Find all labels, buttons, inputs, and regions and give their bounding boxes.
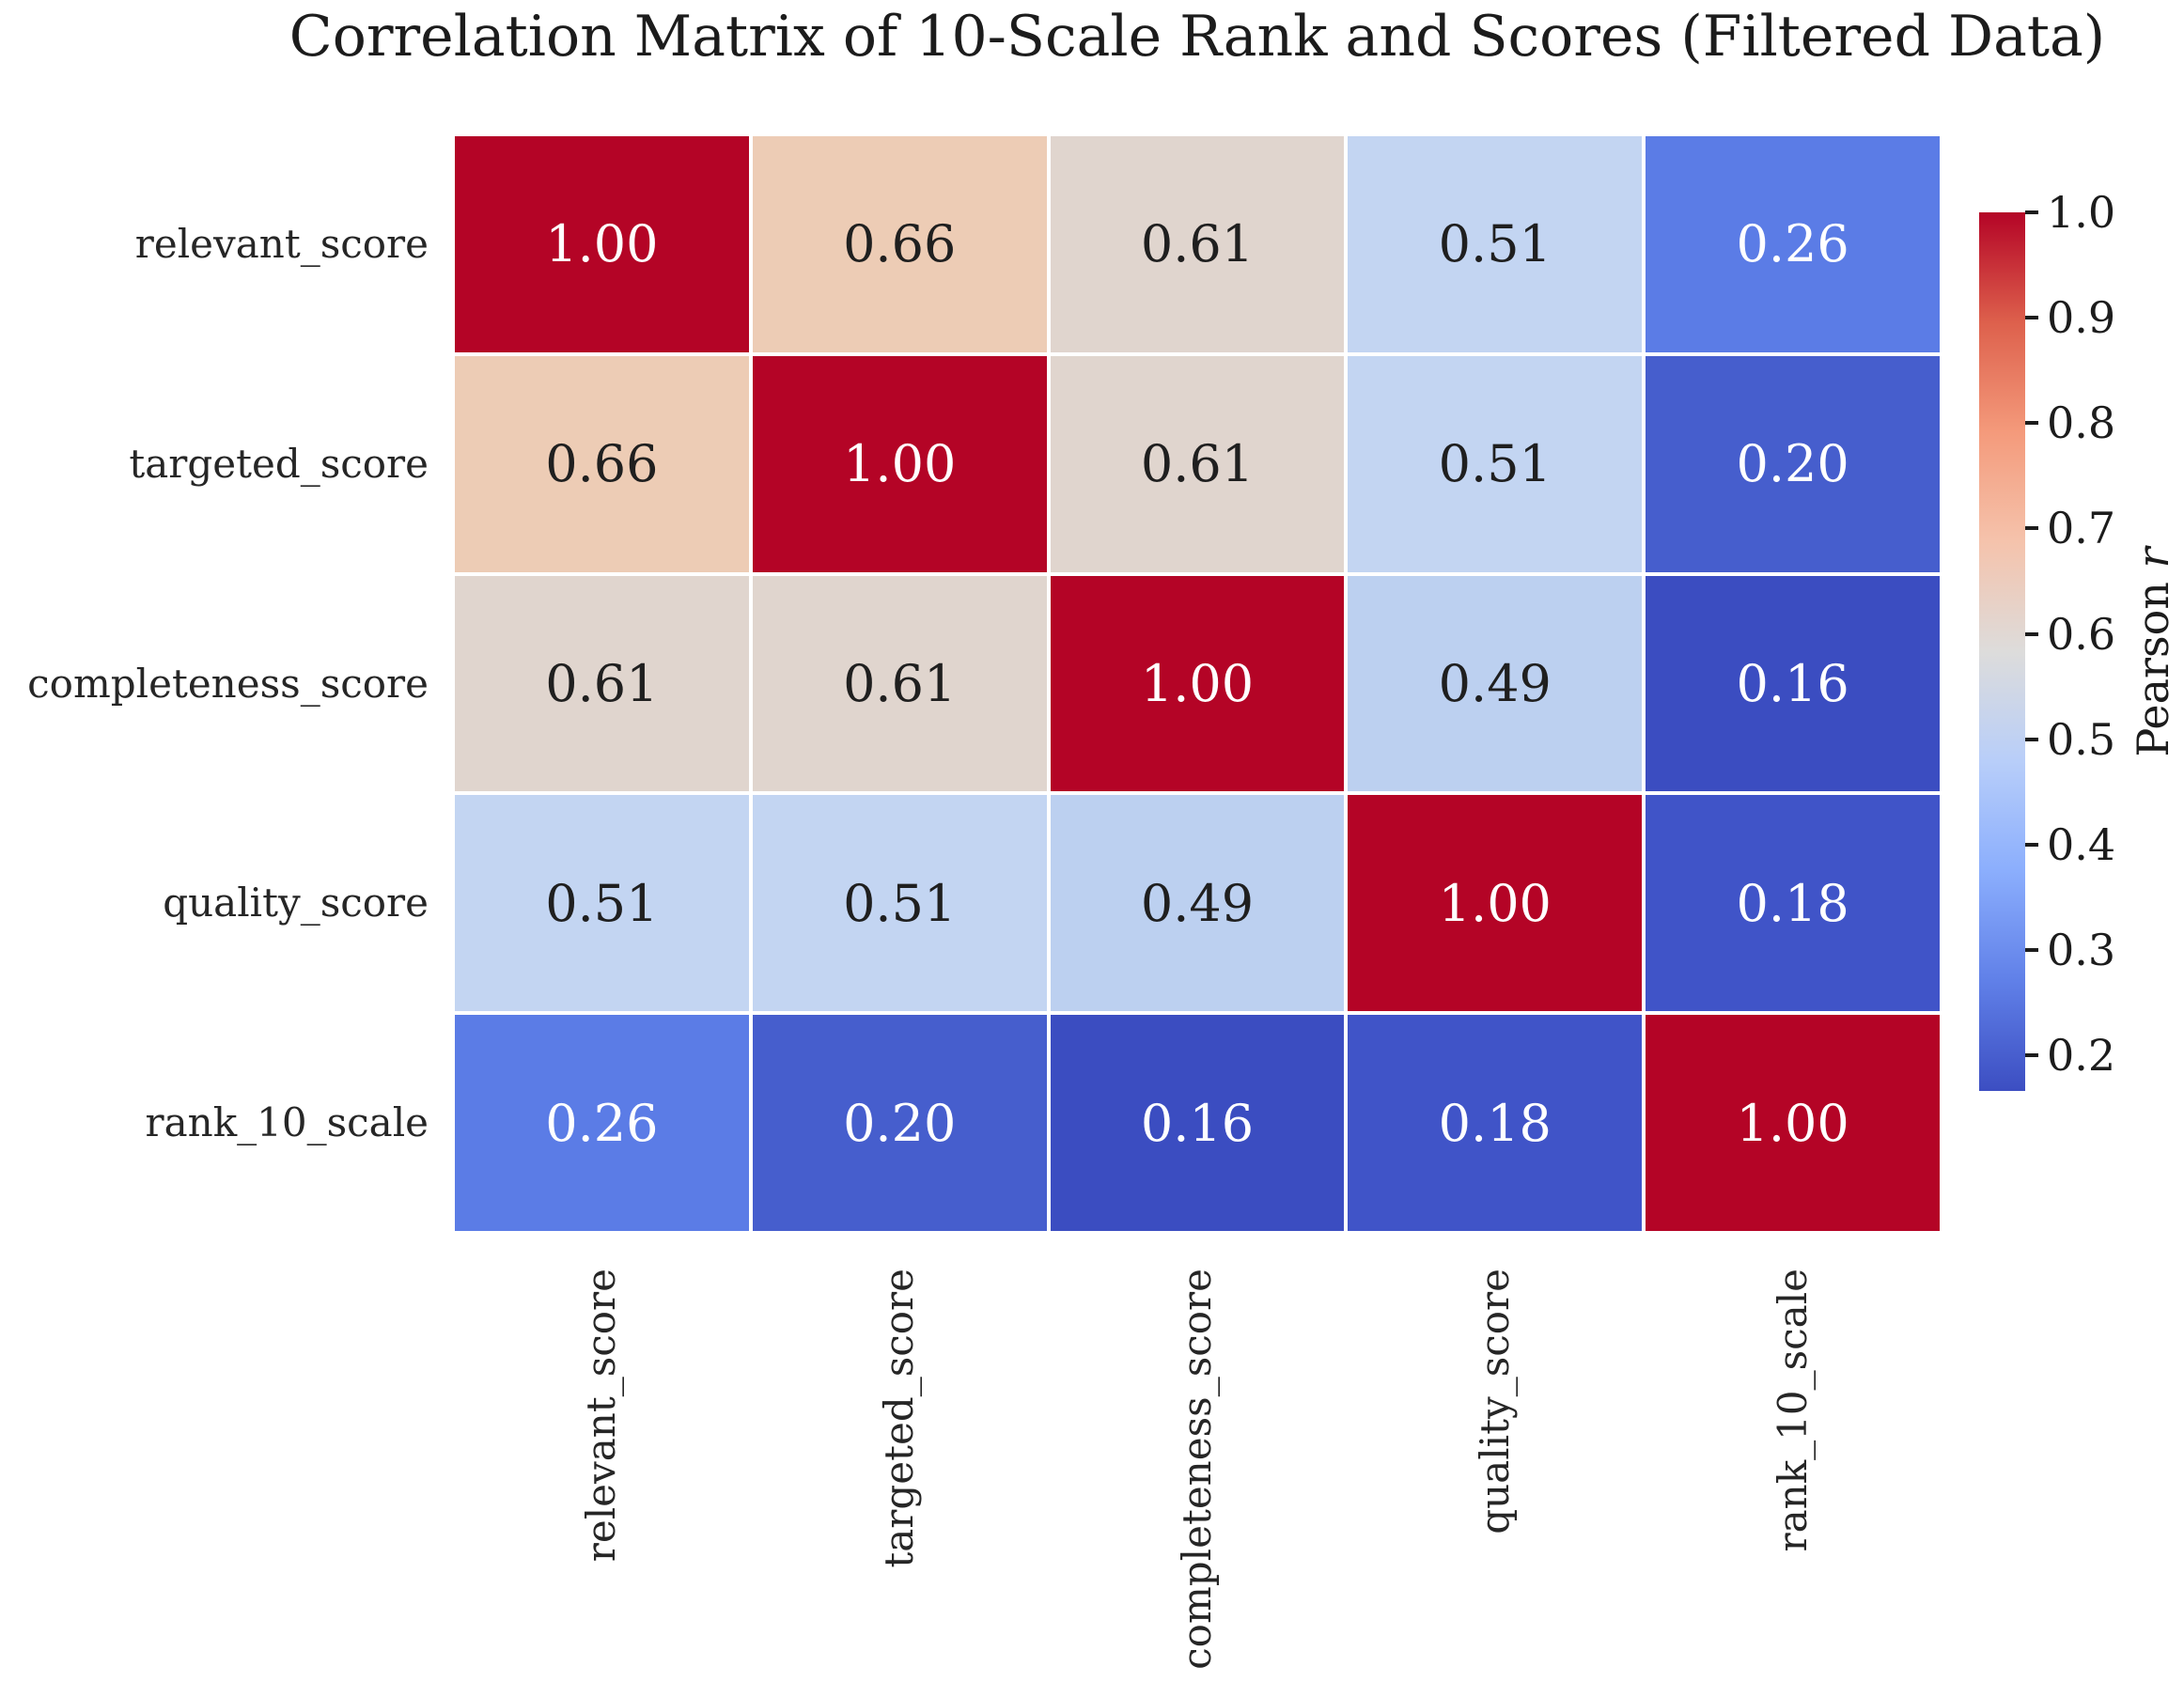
colorbar-tick-label-1.0: 1.0 bbox=[2047, 187, 2116, 238]
heatmap-cell-rank_10_scale-completeness_score: 0.16 bbox=[1050, 1015, 1345, 1231]
colorbar-label-text: Pearson bbox=[2128, 568, 2178, 757]
x-tick-label-quality_score: quality_score bbox=[1471, 1269, 1518, 1534]
colorbar-tick-mark-0.4 bbox=[2025, 842, 2038, 847]
y-tick-label-rank_10_scale: rank_10_scale bbox=[145, 1099, 429, 1146]
colorbar-gradient bbox=[1979, 212, 2025, 1091]
heatmap-cell-quality_score-quality_score: 1.00 bbox=[1348, 795, 1643, 1012]
colorbar-tick-label-0.5: 0.5 bbox=[2047, 713, 2116, 765]
heatmap-cell-rank_10_scale-rank_10_scale: 1.00 bbox=[1646, 1015, 1940, 1231]
colorbar-tick-mark-1.0 bbox=[2025, 210, 2038, 214]
heatmap-cell-completeness_score-targeted_score: 0.61 bbox=[752, 575, 1047, 792]
y-tick-label-completeness_score: completeness_score bbox=[27, 660, 429, 707]
heatmap-cell-completeness_score-quality_score: 0.49 bbox=[1348, 575, 1643, 792]
heatmap-cell-quality_score-completeness_score: 0.49 bbox=[1050, 795, 1345, 1012]
colorbar-tick-label-0.7: 0.7 bbox=[2047, 503, 2116, 554]
heatmap-cell-completeness_score-completeness_score: 1.00 bbox=[1050, 575, 1345, 792]
heatmap-cell-relevant_score-quality_score: 0.51 bbox=[1348, 136, 1643, 352]
heatmap-cell-completeness_score-rank_10_scale: 0.16 bbox=[1646, 575, 1940, 792]
heatmap-cell-rank_10_scale-quality_score: 0.18 bbox=[1348, 1015, 1643, 1231]
x-tick-label-relevant_score: relevant_score bbox=[578, 1269, 625, 1563]
colorbar-tick-label-0.8: 0.8 bbox=[2047, 397, 2116, 449]
heatmap-cell-targeted_score-completeness_score: 0.61 bbox=[1050, 355, 1345, 572]
x-tick-label-completeness_score: completeness_score bbox=[1174, 1269, 1220, 1670]
colorbar-tick-label-0.6: 0.6 bbox=[2047, 608, 2116, 660]
colorbar-label-italic-r: r bbox=[2128, 547, 2178, 568]
heatmap-cell-rank_10_scale-relevant_score: 0.26 bbox=[455, 1015, 749, 1231]
colorbar-tick-label-0.9: 0.9 bbox=[2047, 292, 2116, 344]
heatmap-cell-quality_score-rank_10_scale: 0.18 bbox=[1646, 795, 1940, 1012]
colorbar-label: Pearson r bbox=[2128, 547, 2178, 757]
colorbar-tick-mark-0.6 bbox=[2025, 631, 2038, 636]
heatmap-cell-targeted_score-targeted_score: 1.00 bbox=[752, 355, 1047, 572]
heatmap-cell-rank_10_scale-targeted_score: 0.20 bbox=[752, 1015, 1047, 1231]
heatmap-cell-targeted_score-rank_10_scale: 0.20 bbox=[1646, 355, 1940, 572]
y-tick-label-relevant_score: relevant_score bbox=[134, 220, 429, 267]
heatmap-cell-targeted_score-quality_score: 0.51 bbox=[1348, 355, 1643, 572]
heatmap-grid: 1.00 0.66 0.61 0.51 0.26 0.66 1.00 0.61 0.51 0.20… bbox=[455, 136, 1940, 1231]
heatmap-cell-relevant_score-relevant_score: 1.00 bbox=[455, 136, 749, 352]
chart-title: Correlation Matrix of 10-Scale Rank and … bbox=[289, 4, 2106, 70]
heatmap-cell-relevant_score-targeted_score: 0.66 bbox=[752, 136, 1047, 352]
colorbar-tick-label-0.2: 0.2 bbox=[2047, 1030, 2116, 1081]
heatmap-cell-relevant_score-rank_10_scale: 0.26 bbox=[1646, 136, 1940, 352]
colorbar-tick-label-0.3: 0.3 bbox=[2047, 924, 2116, 975]
heatmap-cell-completeness_score-relevant_score: 0.61 bbox=[455, 575, 749, 792]
colorbar-tick-mark-0.2 bbox=[2025, 1053, 2038, 1057]
colorbar-tick-mark-0.9 bbox=[2025, 316, 2038, 320]
colorbar-tick-mark-0.3 bbox=[2025, 947, 2038, 952]
heatmap-cell-targeted_score-relevant_score: 0.66 bbox=[455, 355, 749, 572]
heatmap-cell-quality_score-targeted_score: 0.51 bbox=[752, 795, 1047, 1012]
heatmap-cell-quality_score-relevant_score: 0.51 bbox=[455, 795, 749, 1012]
heatmap-cell-relevant_score-completeness_score: 0.61 bbox=[1050, 136, 1345, 352]
colorbar-tick-label-0.4: 0.4 bbox=[2047, 818, 2116, 870]
x-tick-label-rank_10_scale: rank_10_scale bbox=[1769, 1269, 1816, 1552]
y-tick-label-targeted_score: targeted_score bbox=[129, 440, 429, 487]
colorbar-tick-mark-0.8 bbox=[2025, 421, 2038, 426]
y-tick-label-quality_score: quality_score bbox=[163, 880, 429, 927]
x-tick-label-targeted_score: targeted_score bbox=[876, 1269, 923, 1568]
colorbar-tick-mark-0.7 bbox=[2025, 526, 2038, 531]
colorbar-tick-mark-0.5 bbox=[2025, 737, 2038, 741]
